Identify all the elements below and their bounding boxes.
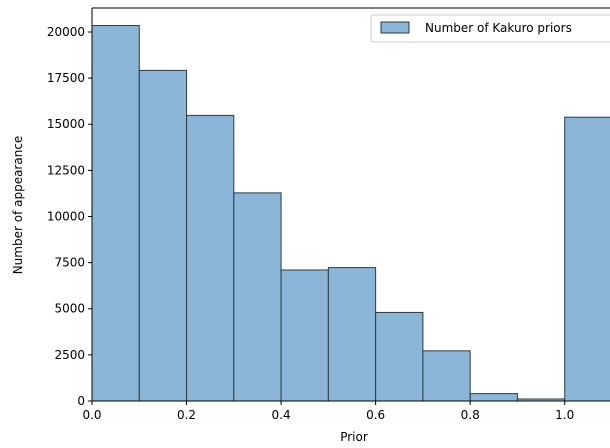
histogram-bar [470, 394, 517, 401]
histogram-bar [234, 193, 281, 401]
histogram-bar [328, 268, 375, 401]
y-tick-label: 10000 [47, 209, 85, 223]
y-tick-label: 0 [77, 394, 85, 408]
y-tick-label: 15000 [47, 117, 85, 131]
y-tick-label: 20000 [47, 25, 85, 39]
histogram-bar [376, 312, 423, 401]
y-tick-label: 12500 [47, 163, 85, 177]
x-tick-label: 0.2 [177, 408, 196, 422]
y-tick-label: 5000 [54, 302, 85, 316]
histogram-bar [423, 351, 470, 401]
y-tick-label: 7500 [54, 256, 85, 270]
histogram-bar [139, 70, 186, 401]
legend-label: Number of Kakuro priors [425, 21, 572, 35]
legend: Number of Kakuro priors [371, 15, 610, 42]
y-tick-label: 17500 [47, 71, 85, 85]
histogram-bar [281, 270, 328, 401]
x-axis-label: Prior [340, 430, 368, 444]
y-tick-label: 2500 [54, 348, 85, 362]
x-tick-label: 1.0 [555, 408, 574, 422]
x-tick-label: 0.6 [366, 408, 385, 422]
x-axis-ticks: 0.0 0.2 0.4 0.6 0.8 1.0 [82, 401, 574, 422]
histogram-bar [565, 117, 610, 401]
y-axis-label: Number of appearance [11, 136, 25, 275]
bars-group [92, 26, 610, 401]
histogram-bar [92, 26, 139, 401]
x-tick-label: 0.4 [272, 408, 291, 422]
x-tick-label: 0.0 [82, 408, 101, 422]
y-axis-ticks: 0 2500 5000 7500 10000 12500 15000 17500 20000 [47, 25, 92, 408]
x-tick-label: 0.8 [461, 408, 480, 422]
histogram-bar [187, 115, 234, 401]
legend-swatch [381, 22, 409, 33]
